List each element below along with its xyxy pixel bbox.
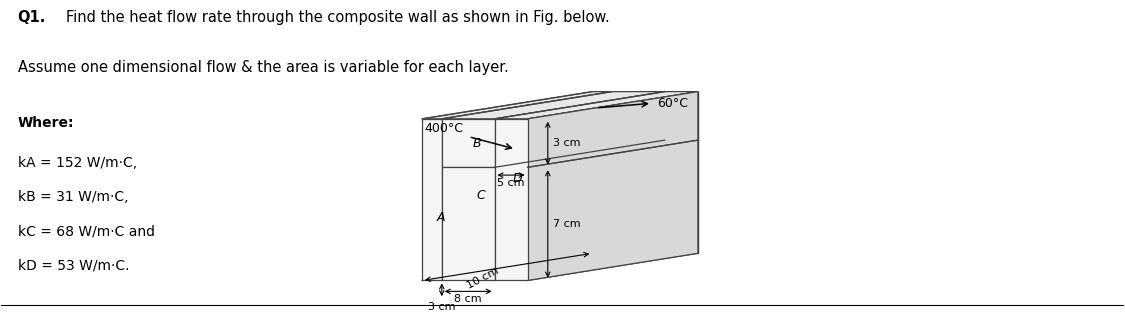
Text: 3 cm: 3 cm — [429, 302, 456, 312]
Polygon shape — [593, 92, 612, 253]
Polygon shape — [422, 119, 442, 280]
Text: Find the heat flow rate through the composite wall as shown in Fig. below.: Find the heat flow rate through the comp… — [66, 10, 610, 25]
Text: 10 cm: 10 cm — [465, 265, 500, 290]
Polygon shape — [495, 119, 528, 280]
Text: 3 cm: 3 cm — [554, 138, 580, 148]
Text: 400°C: 400°C — [424, 122, 462, 135]
Polygon shape — [528, 92, 698, 280]
Text: kC = 68 W/m·C and: kC = 68 W/m·C and — [18, 225, 154, 238]
Text: kD = 53 W/m·C.: kD = 53 W/m·C. — [18, 259, 129, 273]
Polygon shape — [442, 92, 665, 119]
Text: 60°C: 60°C — [657, 97, 688, 110]
Text: Where:: Where: — [18, 116, 74, 130]
Text: 8 cm: 8 cm — [455, 295, 482, 305]
Text: 7 cm: 7 cm — [554, 219, 580, 229]
Text: Assume one dimensional flow & the area is variable for each layer.: Assume one dimensional flow & the area i… — [18, 60, 508, 75]
Polygon shape — [612, 140, 665, 253]
Polygon shape — [442, 119, 495, 167]
Text: A: A — [436, 211, 444, 224]
Text: 5 cm: 5 cm — [497, 178, 525, 188]
Polygon shape — [495, 92, 698, 119]
Text: D: D — [513, 172, 523, 186]
Polygon shape — [442, 167, 495, 280]
Text: C: C — [477, 189, 485, 202]
Text: kB = 31 W/m·C,: kB = 31 W/m·C, — [18, 190, 128, 204]
Polygon shape — [422, 92, 612, 119]
Text: Q1.: Q1. — [18, 10, 46, 25]
Polygon shape — [665, 92, 698, 253]
Text: kA = 152 W/m·C,: kA = 152 W/m·C, — [18, 156, 136, 170]
Text: B: B — [472, 137, 482, 150]
Polygon shape — [612, 92, 665, 140]
